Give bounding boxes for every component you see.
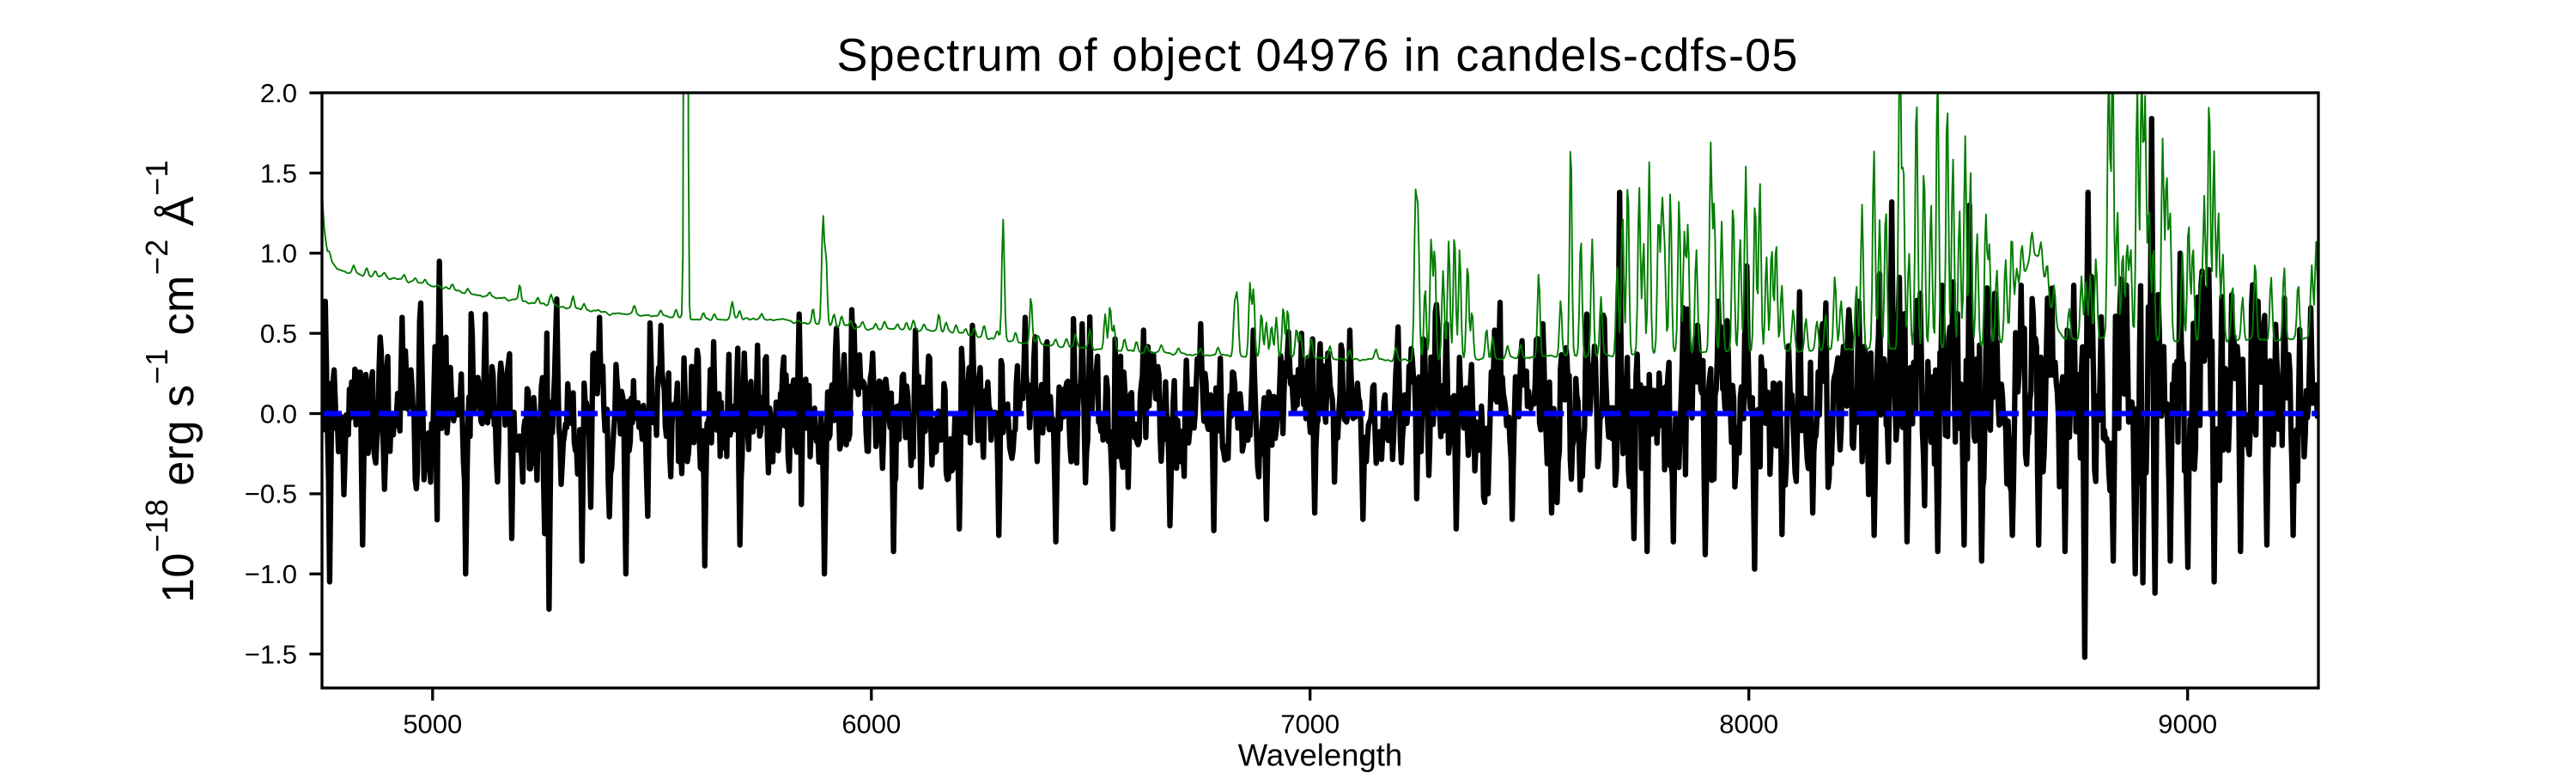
svg-text:−1.5: −1.5 [245, 639, 297, 669]
svg-text:5000: 5000 [403, 709, 462, 740]
svg-text:0.5: 0.5 [260, 319, 297, 349]
svg-text:0.0: 0.0 [260, 399, 297, 429]
svg-text:1.0: 1.0 [260, 239, 297, 269]
svg-text:9000: 9000 [2158, 709, 2217, 740]
svg-text:1.5: 1.5 [260, 158, 297, 188]
svg-text:7000: 7000 [1280, 709, 1340, 740]
svg-text:−1.0: −1.0 [245, 559, 297, 589]
svg-text:Wavelength: Wavelength [1238, 738, 1402, 773]
svg-text:Spectrum of object 04976 in ca: Spectrum of object 04976 in candels-cdfs… [836, 30, 1798, 82]
svg-text:2.0: 2.0 [260, 78, 297, 108]
svg-text:−0.5: −0.5 [245, 479, 297, 509]
svg-text:8000: 8000 [1719, 709, 1778, 740]
svg-text:6000: 6000 [841, 709, 901, 740]
